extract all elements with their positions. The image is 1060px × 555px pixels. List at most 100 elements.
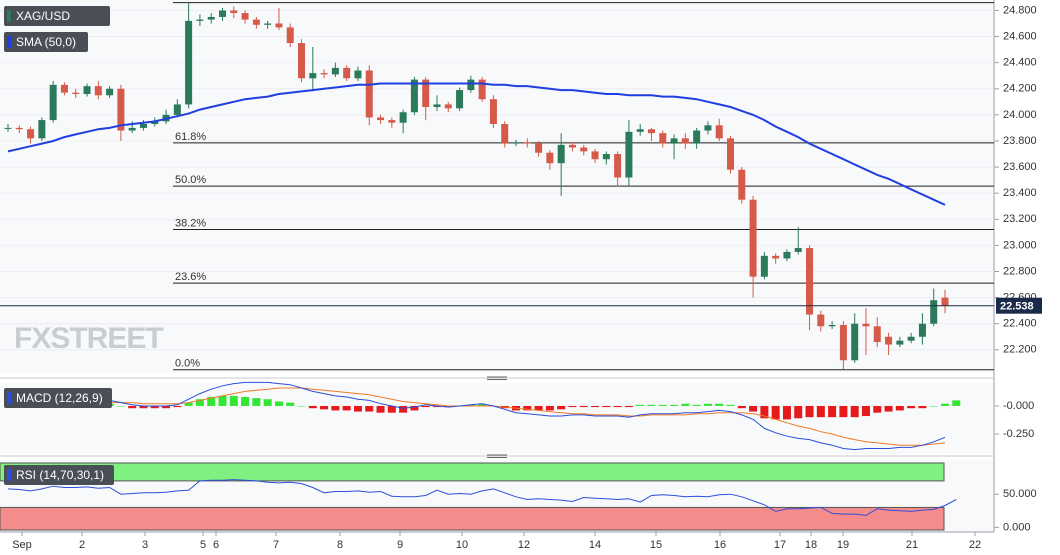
y-tick-label: 23.000 — [1003, 239, 1037, 251]
candle-body — [83, 86, 91, 94]
macd-hist-bar — [421, 405, 430, 408]
macd-hist-bar — [579, 405, 588, 408]
macd-hist-bar — [681, 403, 690, 406]
macd-hist-bar — [274, 401, 283, 406]
candle-body — [489, 99, 497, 124]
x-tick-label: 2 — [79, 539, 85, 551]
candle-body — [783, 251, 791, 259]
macd-tick-label: -0.250 — [1003, 428, 1034, 440]
x-tick-label: 16 — [714, 539, 726, 551]
macd-hist-bar — [749, 405, 758, 412]
macd-hist-bar — [353, 405, 362, 412]
candle-body — [647, 129, 655, 134]
candle-body — [885, 336, 893, 345]
macd-pane — [0, 383, 994, 454]
macd-hist-bar — [241, 397, 250, 406]
macd-hist-bar — [342, 405, 351, 411]
macd-hist-bar — [173, 405, 182, 408]
x-tick-label: Sep — [12, 539, 32, 551]
macd-hist-bar — [410, 405, 419, 411]
candle-body — [422, 79, 430, 108]
candle-body — [218, 10, 226, 17]
candle-body — [467, 79, 475, 91]
y-tick-label: 22.200 — [1003, 344, 1037, 356]
candle-body — [128, 127, 136, 131]
macd-hist-bar — [805, 405, 814, 418]
macd-hist-bar — [432, 405, 441, 408]
macd-hist-bar — [162, 405, 171, 409]
candle-body — [139, 124, 147, 128]
legend-box — [4, 465, 114, 485]
macd-hist-bar — [737, 405, 746, 409]
macd-signal-line — [8, 387, 946, 446]
macd-hist-bar — [252, 398, 261, 406]
macd-macd-line — [7, 381, 946, 451]
last-price-box — [996, 297, 1042, 314]
x-tick-label: 17 — [774, 539, 786, 551]
y-tick-label: 24.800 — [1003, 4, 1037, 16]
macd-hist-bar — [952, 400, 961, 406]
y-tick-label: 24.000 — [1003, 109, 1037, 121]
candle-body — [298, 43, 306, 79]
legend-box — [4, 388, 112, 408]
x-tick-label: 12 — [518, 539, 530, 551]
fib-label: 23.6% — [175, 271, 206, 283]
candle-body — [264, 23, 272, 25]
candle-body — [331, 67, 339, 75]
macd-hist-bar — [602, 405, 611, 408]
candle-body — [896, 340, 904, 345]
macd-hist-bar — [918, 405, 927, 409]
x-tick-label: 19 — [837, 539, 849, 551]
macd-hist-bar — [941, 403, 949, 406]
x-tick-label: 22 — [969, 539, 981, 551]
candle-body — [930, 300, 938, 324]
legend-label: RSI (14,70,30,1) — [16, 468, 104, 482]
macd-hist-bar — [387, 405, 396, 413]
macd-hist-bar — [613, 405, 622, 408]
candle-body — [670, 138, 678, 144]
macd-hist-bar — [591, 405, 600, 408]
macd-hist-bar — [331, 405, 340, 411]
candle-body — [410, 79, 418, 113]
candle-body — [106, 88, 114, 96]
candle-body — [501, 124, 509, 144]
candle-body — [354, 70, 362, 79]
macd-hist-bar — [929, 405, 938, 407]
macd-hist-bar — [895, 405, 904, 411]
candle-body — [738, 169, 746, 200]
candle-body — [535, 143, 543, 153]
legend-label: SMA (50,0) — [16, 35, 76, 49]
legend-swatch — [7, 392, 11, 404]
macd-hist-bar — [816, 405, 825, 418]
macd-hist-bar — [782, 405, 791, 420]
candle-body — [151, 121, 159, 124]
legend-box — [4, 6, 110, 26]
candle-body — [38, 120, 46, 139]
macd-hist-bar — [286, 402, 295, 406]
candle-body — [343, 67, 351, 79]
candle-body — [275, 23, 283, 28]
y-tick-label: 24.200 — [1003, 83, 1037, 95]
macd-hist-bar — [828, 405, 837, 418]
macd-hist-bar — [907, 405, 916, 409]
candle-body — [252, 19, 260, 25]
rsi-lower-band — [0, 506, 945, 531]
macd-hist-bar — [297, 405, 306, 407]
y-tick-label: 23.600 — [1003, 161, 1037, 173]
candle-body — [828, 325, 836, 327]
candle-body — [806, 248, 814, 315]
macd-hist-bar — [715, 403, 724, 406]
candle-body — [851, 323, 859, 361]
candle-body — [636, 129, 644, 132]
macd-hist-bar — [308, 405, 317, 409]
candle-body — [523, 142, 531, 144]
macd-hist-bar — [466, 404, 475, 406]
candle-body — [591, 151, 599, 160]
candle-body — [49, 84, 57, 121]
candle-body — [817, 314, 825, 327]
candle-body — [365, 70, 373, 118]
y-tick-label: 22.400 — [1003, 318, 1037, 330]
x-tick-label: 7 — [273, 539, 279, 551]
macd-hist-bar — [703, 403, 712, 406]
macd-hist-bar — [444, 405, 453, 408]
